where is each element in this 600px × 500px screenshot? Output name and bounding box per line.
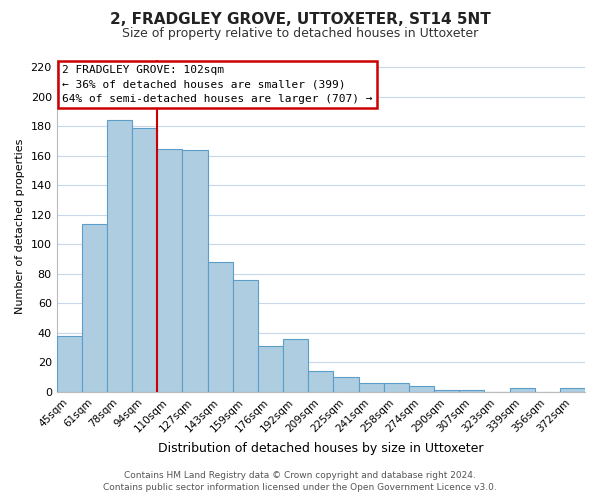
Text: Contains HM Land Registry data © Crown copyright and database right 2024.
Contai: Contains HM Land Registry data © Crown c…: [103, 471, 497, 492]
Bar: [459, 390, 484, 392]
Bar: [233, 280, 258, 392]
Bar: [107, 120, 132, 392]
Bar: [82, 224, 107, 392]
Bar: [258, 346, 283, 392]
Bar: [56, 336, 82, 392]
Bar: [182, 150, 208, 392]
Bar: [157, 148, 182, 392]
Y-axis label: Number of detached properties: Number of detached properties: [15, 138, 25, 314]
Text: 2, FRADGLEY GROVE, UTTOXETER, ST14 5NT: 2, FRADGLEY GROVE, UTTOXETER, ST14 5NT: [110, 12, 490, 28]
Bar: [359, 383, 384, 392]
Bar: [434, 390, 459, 392]
Bar: [283, 339, 308, 392]
Bar: [208, 262, 233, 392]
Text: 2 FRADGLEY GROVE: 102sqm
← 36% of detached houses are smaller (399)
64% of semi-: 2 FRADGLEY GROVE: 102sqm ← 36% of detach…: [62, 65, 373, 104]
Bar: [509, 388, 535, 392]
Bar: [308, 372, 334, 392]
Bar: [560, 388, 585, 392]
Bar: [334, 377, 359, 392]
Bar: [132, 128, 157, 392]
X-axis label: Distribution of detached houses by size in Uttoxeter: Distribution of detached houses by size …: [158, 442, 484, 455]
Text: Size of property relative to detached houses in Uttoxeter: Size of property relative to detached ho…: [122, 28, 478, 40]
Bar: [384, 383, 409, 392]
Bar: [409, 386, 434, 392]
